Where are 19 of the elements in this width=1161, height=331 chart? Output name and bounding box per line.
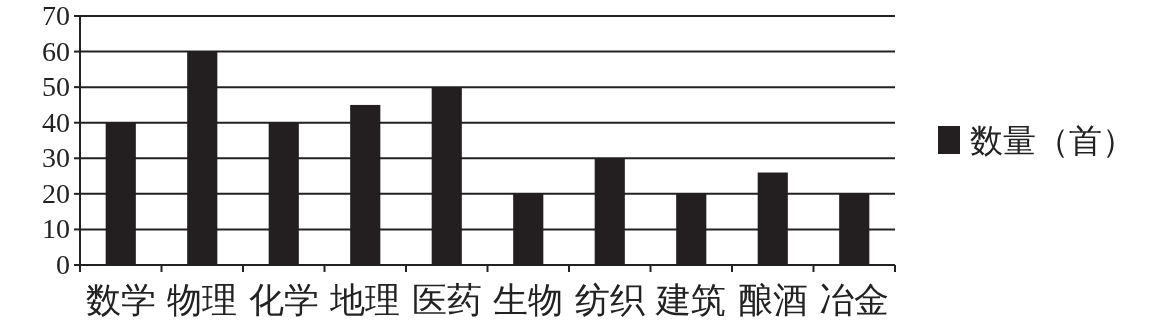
x-tick-label: 生物 — [493, 281, 564, 320]
y-tick-label: 50 — [42, 71, 70, 103]
x-tick-label: 纺织 — [574, 281, 645, 320]
y-tick-label: 60 — [42, 35, 70, 67]
x-tick-label: 冶金 — [819, 281, 890, 320]
y-tick-label: 30 — [42, 142, 70, 174]
x-tick-label: 地理 — [329, 281, 401, 320]
y-tick-label: 20 — [42, 177, 70, 209]
y-tick-label: 10 — [42, 213, 70, 245]
x-tick-label: 物理 — [167, 281, 238, 320]
y-tick-label: 40 — [42, 106, 70, 138]
y-tick-label: 70 — [42, 0, 70, 31]
x-tick-label: 酿酒 — [737, 281, 808, 320]
y-tick-label: 0 — [56, 249, 70, 280]
x-tick-label: 医药 — [411, 281, 482, 320]
x-tick-label: 数学 — [85, 281, 156, 320]
x-tick-label: 化学 — [248, 281, 319, 320]
x-tick-label: 建筑 — [655, 281, 727, 320]
legend-label: 数量（首） — [970, 123, 1135, 159]
